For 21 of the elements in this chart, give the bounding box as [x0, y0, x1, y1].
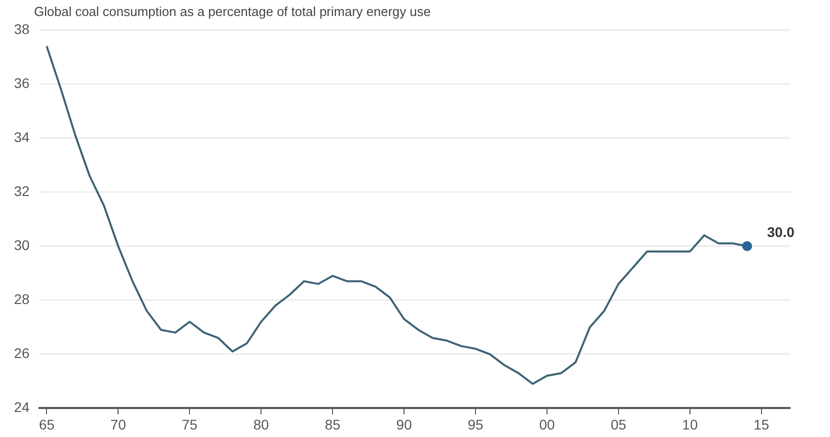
x-tick-label: 70 — [110, 416, 126, 432]
y-tick-label: 28 — [14, 291, 30, 307]
x-tick-label: 15 — [754, 416, 770, 432]
x-tick-label: 85 — [324, 416, 341, 432]
x-tick-label: 05 — [610, 416, 626, 432]
y-tick-label: 30 — [14, 236, 30, 253]
y-tick-label: 36 — [14, 74, 30, 91]
y-tick-label: 24 — [14, 399, 30, 416]
y-tick-label: 34 — [14, 128, 30, 145]
y-tick-label: 32 — [14, 182, 30, 199]
x-tick-label: 90 — [396, 416, 412, 432]
x-tick-label: 75 — [182, 416, 198, 432]
x-tick-label: 00 — [539, 416, 555, 432]
y-tick-label: 26 — [14, 345, 30, 362]
y-tick-label: 38 — [14, 20, 30, 37]
x-tick-label: 10 — [682, 416, 698, 432]
x-tick-label: 95 — [468, 416, 484, 432]
chart-title: Global coal consumption as a percentage of total primary energy use — [34, 4, 431, 19]
x-tick-label: 65 — [38, 416, 55, 432]
x-tick-label: 80 — [253, 416, 270, 432]
data-label: 30.0 — [767, 224, 795, 240]
